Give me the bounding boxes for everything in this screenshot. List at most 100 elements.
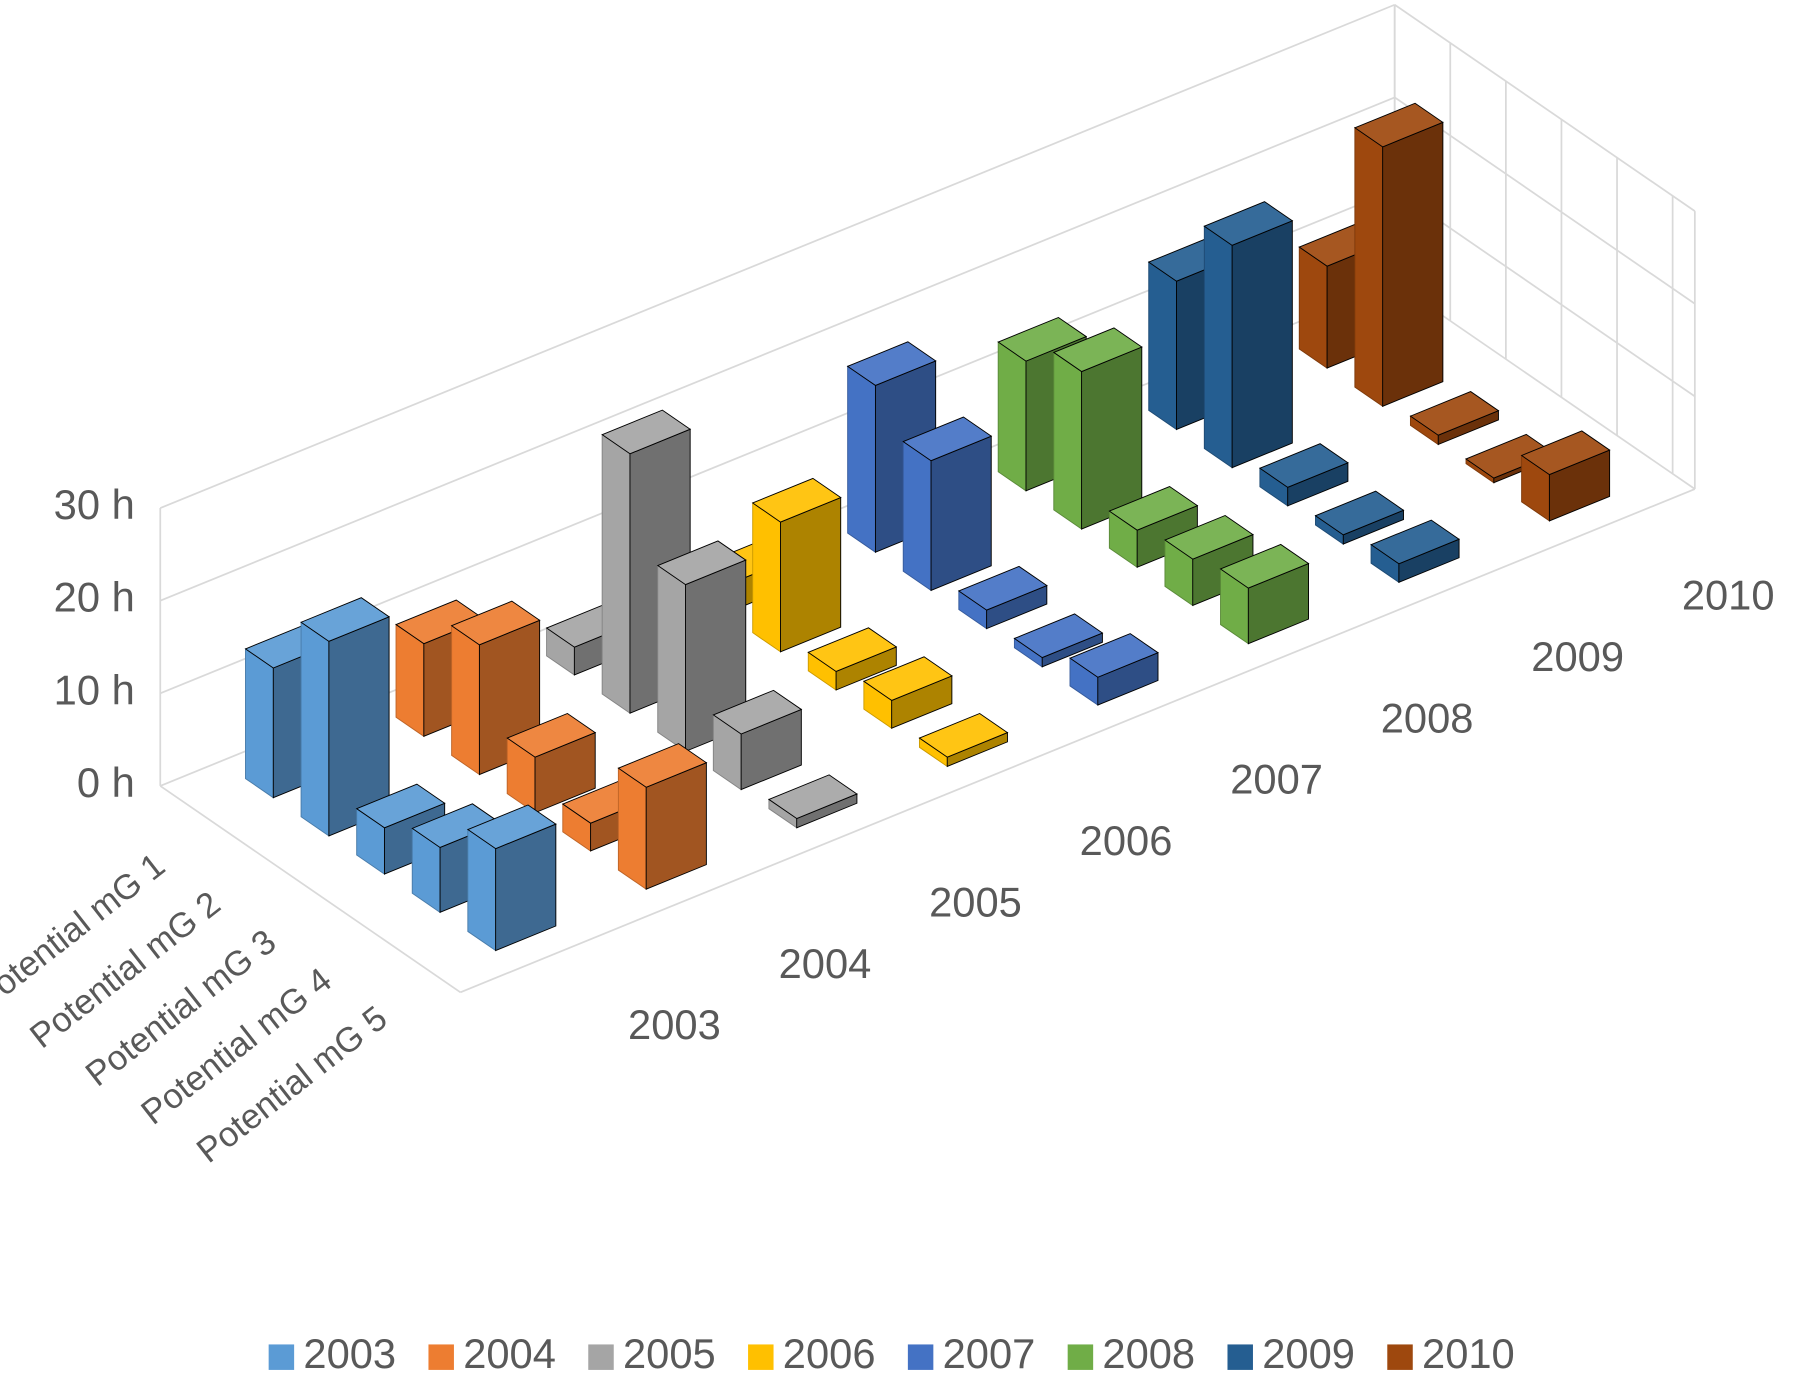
bar xyxy=(957,565,1048,630)
bar xyxy=(1370,519,1461,584)
bar-side xyxy=(601,433,631,715)
legend-swatch xyxy=(748,1344,774,1370)
bar xyxy=(918,712,1009,768)
bar-top xyxy=(712,689,803,735)
grid-line xyxy=(1394,281,1696,490)
bar xyxy=(1219,543,1310,645)
bar xyxy=(617,743,708,891)
bar xyxy=(1409,391,1500,446)
grid-line xyxy=(1394,4,1696,212)
bar-top xyxy=(1163,514,1254,560)
series-axis-label: 2009 xyxy=(1531,633,1624,680)
legend-label: 2004 xyxy=(463,1330,556,1376)
legend-label: 2008 xyxy=(1102,1330,1195,1376)
bar xyxy=(767,774,858,829)
bar xyxy=(1108,486,1199,569)
bar-top xyxy=(751,477,842,523)
bar-top xyxy=(1052,327,1143,373)
grid-line xyxy=(159,96,1396,602)
bar xyxy=(807,627,898,691)
bar xyxy=(1013,613,1104,668)
legend-swatch xyxy=(1067,1344,1094,1370)
bar xyxy=(1314,490,1405,545)
bar xyxy=(656,540,747,753)
bar-side xyxy=(657,564,686,753)
bar xyxy=(862,656,953,730)
bar xyxy=(1052,327,1143,530)
bar-top xyxy=(1258,443,1349,488)
bar-top xyxy=(506,712,597,758)
bar-front xyxy=(1231,220,1293,469)
series-axis-label: 2005 xyxy=(929,878,1022,925)
bar-side xyxy=(752,502,781,653)
bar-front xyxy=(780,496,842,653)
bar-side xyxy=(451,624,480,776)
floor-edge xyxy=(159,785,461,994)
legend-label: 2007 xyxy=(943,1330,1036,1376)
grid-line xyxy=(1394,96,1696,305)
bar-top xyxy=(1370,519,1461,565)
bar xyxy=(1203,201,1294,469)
y-tick-label: 30 h xyxy=(54,481,135,528)
bar-top xyxy=(807,627,898,672)
legend-swatch xyxy=(428,1344,454,1370)
bar-top xyxy=(601,409,692,455)
bar-top xyxy=(300,597,391,642)
bar-side xyxy=(617,767,647,891)
bar-top xyxy=(617,743,708,788)
bar-front xyxy=(1382,121,1444,407)
series-axis-label: 2007 xyxy=(1230,756,1323,803)
bar-top xyxy=(846,341,937,386)
bar-top xyxy=(1353,102,1444,148)
bar-side xyxy=(1053,351,1083,530)
bar-top xyxy=(1219,543,1310,589)
series-axis-label: 2010 xyxy=(1682,572,1775,619)
bar xyxy=(902,416,993,592)
bar xyxy=(300,597,391,837)
y-tick-label: 0 h xyxy=(77,759,135,806)
legend-label: 2003 xyxy=(303,1330,396,1376)
bar-side xyxy=(245,648,274,799)
legend-swatch xyxy=(1387,1344,1413,1370)
bar-side xyxy=(1354,126,1384,408)
bar-top xyxy=(957,565,1048,611)
bar-side xyxy=(902,440,932,592)
bar xyxy=(712,689,803,791)
y-tick-label: 20 h xyxy=(54,574,135,621)
bar-top xyxy=(355,783,446,829)
y-tick-label: 10 h xyxy=(54,666,135,713)
bar xyxy=(1520,430,1611,522)
floor-edge xyxy=(460,488,1696,994)
legend-label: 2005 xyxy=(623,1330,716,1376)
legend-label: 2009 xyxy=(1262,1330,1355,1376)
bar-top xyxy=(918,712,1009,758)
series-axis-label: 2008 xyxy=(1381,694,1474,741)
bar-top xyxy=(1203,201,1294,246)
bar-side xyxy=(1298,246,1328,369)
series-axis-label: 2003 xyxy=(628,1001,721,1048)
bar xyxy=(751,477,842,653)
grid-line xyxy=(159,3,1396,509)
bar-top xyxy=(466,804,557,850)
legend-label: 2006 xyxy=(783,1330,876,1376)
bar-top xyxy=(656,540,747,586)
legend-swatch xyxy=(1227,1344,1253,1370)
grid-line xyxy=(1394,189,1696,398)
series-axis-label: 2004 xyxy=(779,940,872,987)
bar-top xyxy=(1520,430,1611,476)
bar-side xyxy=(300,621,330,837)
bar-top xyxy=(1013,613,1104,659)
bar-top xyxy=(1108,486,1199,531)
legend-swatch xyxy=(268,1344,295,1370)
bar-front xyxy=(930,435,992,592)
bar xyxy=(506,712,597,814)
bar-side xyxy=(1203,225,1233,469)
legend-label: 2010 xyxy=(1422,1330,1515,1376)
bar-side xyxy=(1148,261,1177,431)
bar-top xyxy=(1314,490,1405,536)
bar xyxy=(1353,102,1444,408)
bar xyxy=(1258,443,1349,507)
bar-side xyxy=(467,828,497,952)
